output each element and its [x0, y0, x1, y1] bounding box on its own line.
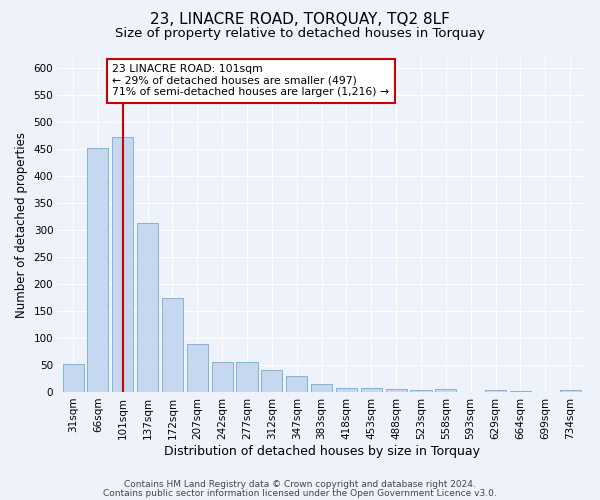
- Text: Contains public sector information licensed under the Open Government Licence v3: Contains public sector information licen…: [103, 488, 497, 498]
- X-axis label: Distribution of detached houses by size in Torquay: Distribution of detached houses by size …: [164, 444, 479, 458]
- Y-axis label: Number of detached properties: Number of detached properties: [15, 132, 28, 318]
- Bar: [112, 138, 133, 392]
- Bar: [336, 388, 357, 392]
- Text: 23 LINACRE ROAD: 101sqm
← 29% of detached houses are smaller (497)
71% of semi-d: 23 LINACRE ROAD: 101sqm ← 29% of detache…: [112, 64, 389, 97]
- Text: Size of property relative to detached houses in Torquay: Size of property relative to detached ho…: [115, 28, 485, 40]
- Bar: [410, 390, 431, 392]
- Bar: [187, 344, 208, 392]
- Bar: [137, 223, 158, 392]
- Bar: [386, 390, 407, 392]
- Bar: [311, 384, 332, 392]
- Text: Contains HM Land Registry data © Crown copyright and database right 2024.: Contains HM Land Registry data © Crown c…: [124, 480, 476, 489]
- Bar: [560, 390, 581, 392]
- Bar: [485, 390, 506, 392]
- Text: 23, LINACRE ROAD, TORQUAY, TQ2 8LF: 23, LINACRE ROAD, TORQUAY, TQ2 8LF: [150, 12, 450, 28]
- Bar: [262, 370, 283, 392]
- Bar: [62, 364, 83, 392]
- Bar: [236, 362, 257, 392]
- Bar: [286, 376, 307, 392]
- Bar: [361, 388, 382, 392]
- Bar: [88, 148, 109, 392]
- Bar: [212, 362, 233, 392]
- Bar: [162, 298, 183, 392]
- Bar: [435, 388, 457, 392]
